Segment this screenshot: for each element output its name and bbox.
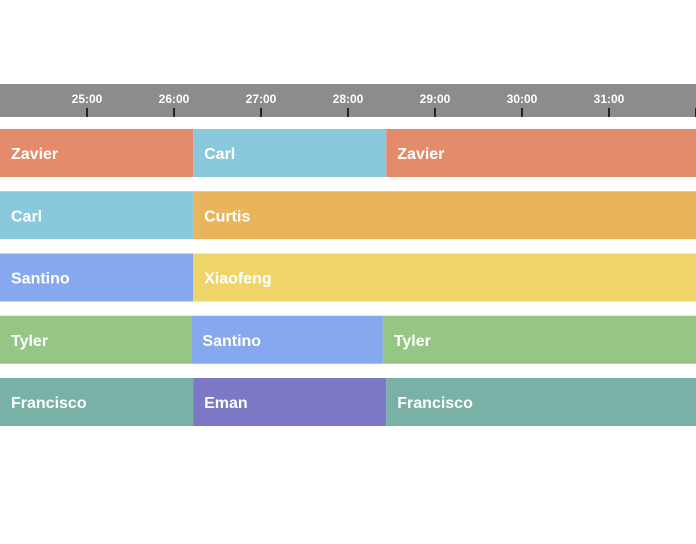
segment-label: Carl (204, 146, 235, 163)
segment-bar[interactable] (193, 129, 387, 177)
segment-bar[interactable] (386, 378, 696, 426)
segment-bar[interactable] (193, 378, 387, 426)
axis-tick-label: 28:00 (333, 92, 364, 106)
segment-label: Tyler (11, 333, 48, 350)
segment-bar[interactable] (191, 315, 383, 364)
segment-bar[interactable] (193, 191, 696, 240)
timeline-rows: Zavier Carl Zavier Carl Curtis Santino Xiaofen… (0, 129, 696, 426)
axis-tick-label: 30:00 (507, 92, 538, 106)
segment-bar[interactable] (193, 253, 696, 302)
segment-label: Eman (204, 395, 248, 412)
segment-bar[interactable] (0, 253, 194, 302)
segment-bar[interactable] (0, 129, 194, 177)
segment-label: Francisco (397, 395, 473, 412)
segment-label: Zavier (397, 146, 444, 163)
segment-bar[interactable] (0, 191, 194, 240)
timeline-row-4: Tyler Santino Tyler (0, 315, 696, 364)
segment-bar[interactable] (386, 129, 696, 177)
segment-label: Santino (202, 333, 261, 350)
axis-tick-label: 31:00 (594, 92, 625, 106)
axis-tick-label: 26:00 (159, 92, 190, 106)
timeline-row-5: Francisco Eman Francisco (0, 378, 696, 426)
axis-tick-label: 25:00 (72, 92, 103, 106)
segment-bar[interactable] (0, 378, 194, 426)
segment-label: Tyler (394, 333, 431, 350)
timeline-row-2: Carl Curtis (0, 191, 696, 240)
time-axis: 25:00 26:00 27:00 28:00 29:00 30:00 31:00 (0, 84, 696, 117)
axis-tick-label: 29:00 (420, 92, 451, 106)
axis-tick-label: 27:00 (246, 92, 277, 106)
segment-label: Xiaofeng (204, 271, 272, 288)
segment-label: Curtis (204, 208, 250, 225)
segment-label: Carl (11, 208, 42, 225)
segment-label: Zavier (11, 146, 58, 163)
timeline-row-1: Zavier Carl Zavier (0, 129, 696, 177)
timeline-row-3: Santino Xiaofeng (0, 253, 696, 302)
segment-label: Santino (11, 271, 70, 288)
segment-label: Francisco (11, 395, 87, 412)
segment-bar[interactable] (0, 315, 192, 364)
segment-bar[interactable] (382, 315, 696, 364)
